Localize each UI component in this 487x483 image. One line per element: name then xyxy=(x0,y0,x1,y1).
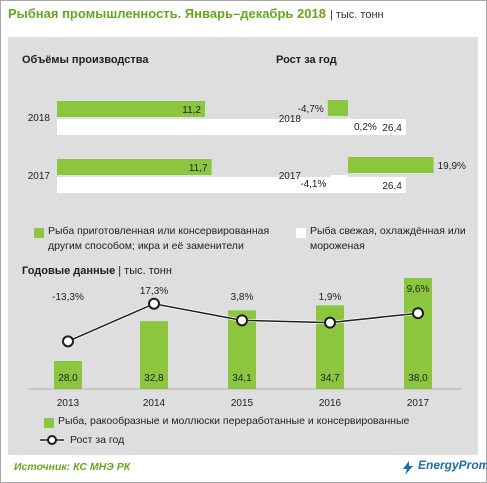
legend-white-label: Рыба свежая, охлаждённая или мороженая xyxy=(310,225,466,252)
production-bar-prepared xyxy=(57,101,205,117)
annual-bar-value-label: 28,0 xyxy=(58,373,78,384)
annual-year-label: 2017 xyxy=(407,398,430,409)
growth-percent-label: 1,9% xyxy=(319,292,342,303)
annual-title: Годовые данные | тыс. тонн xyxy=(22,265,172,277)
growth-year-label: 2018 xyxy=(279,114,302,125)
annual-bar xyxy=(404,278,432,389)
growth-percent-label: 3,8% xyxy=(231,292,254,303)
legend-bar-label: Рыба, ракообразные и моллюски переработа… xyxy=(58,415,410,427)
growth-value-label: 19,9% xyxy=(438,161,466,172)
annual-bar-value-label: 34,1 xyxy=(232,373,252,384)
production-year-label: 2018 xyxy=(28,113,51,124)
production-value-label: 11,7 xyxy=(189,163,208,174)
growth-point xyxy=(236,314,248,327)
annual-bar-value-label: 38,0 xyxy=(408,373,428,384)
growth-point xyxy=(412,307,424,320)
growth-percent-label: -13,3% xyxy=(52,292,84,303)
growth-bar-prepared xyxy=(348,157,434,173)
growth-value-label: -4,7% xyxy=(298,104,324,115)
legend-bar-swatch xyxy=(44,418,54,428)
growth-percent-label: 17,3% xyxy=(140,286,168,297)
production-year-label: 2017 xyxy=(28,171,51,182)
production-title: Объёмы производства xyxy=(22,54,149,66)
page-title: Рыбная промышленность. Январь–декабрь 20… xyxy=(8,6,384,21)
annual-year-label: 2014 xyxy=(143,398,166,409)
source-note: Источник: КС МНЭ РК xyxy=(14,461,131,473)
growth-year-label: 2017 xyxy=(279,171,302,182)
annual-year-label: 2015 xyxy=(231,398,254,409)
growth-value-label: 0,2% xyxy=(354,122,377,133)
growth-point xyxy=(148,297,160,310)
annual-bar-value-label: 34,7 xyxy=(320,373,340,384)
growth-point xyxy=(324,316,336,329)
production-bar-prepared xyxy=(57,159,212,175)
production-value-label: 11,2 xyxy=(182,105,201,116)
production-value-label: 26,4 xyxy=(382,123,402,134)
annual-bar xyxy=(54,361,82,389)
energyprom-logo-icon xyxy=(403,461,413,475)
annual-year-label: 2013 xyxy=(57,398,80,409)
legend-green-swatch xyxy=(34,228,44,238)
growth-bar-prepared xyxy=(327,100,348,116)
growth-bar-fresh xyxy=(330,175,348,191)
growth-percent-label: 9,6% xyxy=(407,284,430,295)
legend-line-label: Рост за год xyxy=(70,434,125,446)
annual-unit: | тыс. тонн xyxy=(118,265,172,277)
brand-name: EnergyProm xyxy=(418,458,487,472)
annual-year-label: 2016 xyxy=(319,398,342,409)
legend-green-label: Рыба приготовленная или консервированная… xyxy=(48,225,270,252)
growth-title: Рост за год xyxy=(276,54,337,66)
annual-bar-value-label: 32,8 xyxy=(144,373,164,384)
growth-bar-fresh xyxy=(348,118,350,134)
production-bar-fresh xyxy=(57,177,406,193)
production-value-label: 26,4 xyxy=(382,181,402,192)
title-unit: | тыс. тонн xyxy=(329,9,384,21)
legend-line-marker xyxy=(40,435,64,445)
production-bar-fresh xyxy=(57,119,406,135)
growth-point xyxy=(62,335,74,348)
legend-white-swatch xyxy=(296,228,306,238)
growth-value-label: -4,1% xyxy=(300,179,326,190)
annual-bar xyxy=(140,321,168,389)
